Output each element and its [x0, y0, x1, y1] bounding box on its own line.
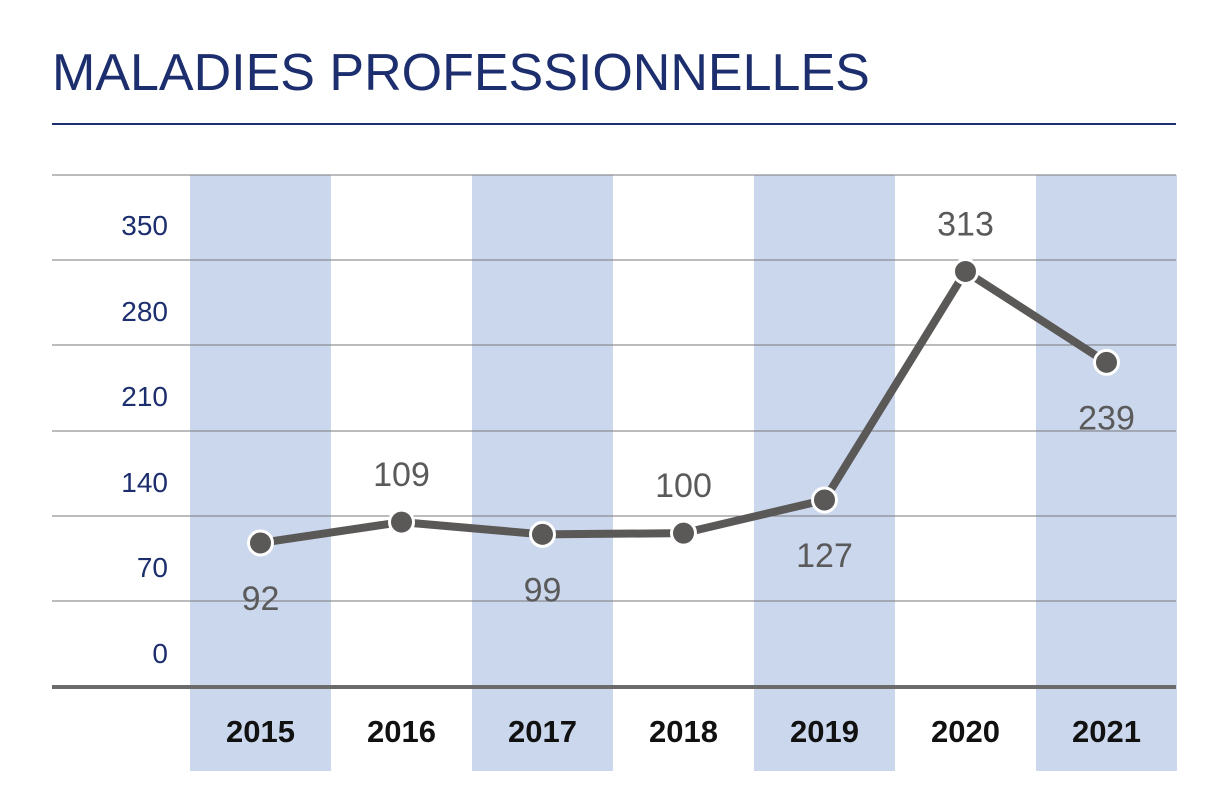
data-label-2021: 239	[1078, 399, 1135, 437]
data-point-2020	[952, 257, 979, 285]
data-label-2015: 92	[242, 580, 280, 618]
y-axis-ticks: 0 70 140 210 280 350	[121, 210, 168, 669]
x-tick-label: 2018	[649, 714, 718, 749]
y-tick-label: 0	[152, 638, 168, 669]
column-band-2021	[1036, 175, 1177, 771]
data-label-2018: 100	[655, 467, 712, 505]
data-point-2021	[1093, 348, 1120, 376]
x-tick-label: 2021	[1072, 714, 1141, 749]
x-tick-label: 2020	[931, 714, 1000, 749]
y-tick-label: 70	[137, 552, 168, 583]
x-axis-ticks: 2015 2016 2017 2018 2019 2020 2021	[226, 714, 1141, 749]
x-tick-label: 2015	[226, 714, 295, 749]
y-tick-label: 280	[121, 296, 168, 327]
x-tick-label: 2019	[790, 714, 859, 749]
column-band-2017	[472, 175, 613, 771]
y-tick-label: 210	[121, 381, 168, 412]
column-band-2019	[754, 175, 895, 771]
chart-title: MALADIES PROFESSIONNELLES	[52, 44, 870, 102]
data-point-2016	[388, 508, 415, 536]
x-tick-label: 2016	[367, 714, 436, 749]
data-points	[247, 257, 1120, 557]
data-label-2017: 99	[524, 571, 562, 609]
data-point-2017	[529, 520, 556, 548]
data-label-2016: 109	[373, 456, 430, 494]
data-point-2015	[247, 529, 274, 557]
gridlines	[52, 174, 1176, 689]
data-labels: 92 109 99 100 127 313 239	[242, 205, 1135, 618]
y-tick-label: 140	[121, 467, 168, 498]
data-point-2019	[811, 486, 838, 514]
column-bands	[190, 175, 1177, 771]
data-label-2019: 127	[796, 537, 853, 575]
column-band-2015	[190, 175, 331, 771]
y-tick-label: 350	[121, 210, 168, 241]
data-point-2018	[670, 519, 697, 547]
x-tick-label: 2017	[508, 714, 577, 749]
data-label-2020: 313	[937, 205, 994, 243]
